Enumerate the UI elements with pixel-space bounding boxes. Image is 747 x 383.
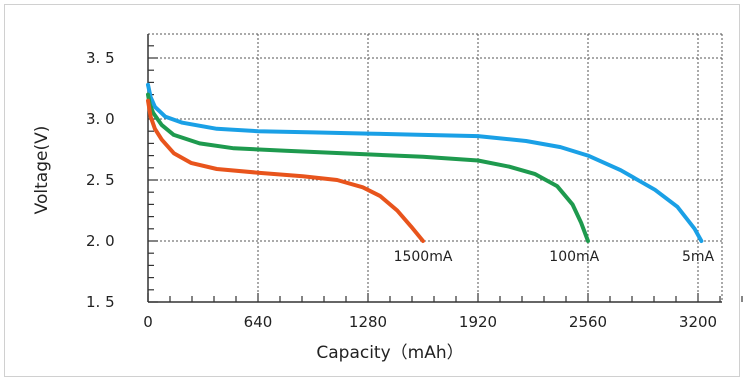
- series-line-5mA: [146, 82, 704, 243]
- x-tick-label: 1280: [349, 313, 387, 331]
- x-tick-label: 2560: [569, 313, 607, 331]
- y-tick-label: 3. 0: [86, 110, 115, 128]
- series-label-5mA: 5mA: [682, 249, 715, 265]
- y-tick-label: 2. 5: [86, 171, 115, 189]
- x-axis-label: Capacity（mAh）: [316, 343, 463, 363]
- y-axis-label: Voltage(V): [32, 126, 52, 215]
- series-label-1500mA: 1500mA: [394, 249, 453, 265]
- x-tick-label: 3200: [679, 313, 717, 331]
- y-tick-label: 1. 5: [86, 293, 115, 311]
- labels: 1. 5 2. 0 2. 5 3. 0 3. 5 0 640 1280 1920 2560 3200…: [86, 49, 717, 331]
- x-tick-label: 640: [244, 313, 273, 331]
- series-line-100mA: [146, 92, 590, 243]
- series-label-100mA: 100mA: [549, 249, 599, 265]
- series-line-1500mA: [146, 98, 425, 243]
- x-tick-label: 1920: [459, 313, 497, 331]
- y-tick-label: 2. 0: [86, 232, 115, 250]
- grid: [148, 33, 723, 302]
- y-tick-label: 3. 5: [86, 49, 115, 67]
- axes: [147, 34, 743, 303]
- series-lines: [146, 82, 704, 243]
- x-tick-label: 0: [143, 313, 153, 331]
